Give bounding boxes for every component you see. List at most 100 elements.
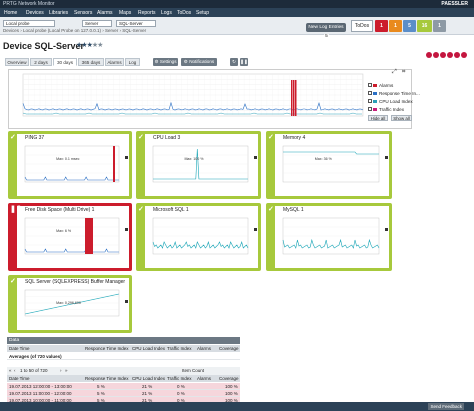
th-traffic[interactable]: Traffic Index xyxy=(167,376,192,381)
sensor-card[interactable]: ❚❚ Free Disk Space (Multi Drive) 1 Max: 6 … xyxy=(8,203,132,271)
status-count-4[interactable]: 1 xyxy=(433,20,446,32)
menu-todos[interactable]: ToDos xyxy=(177,9,192,16)
sensor-select-checkbox[interactable] xyxy=(254,228,257,231)
table-row[interactable]: 19.07.2013 11:00:00 - 12:00:00 5 % 21 % 0 %… xyxy=(7,390,240,397)
sensor-name[interactable]: MySQL 1 xyxy=(283,207,304,213)
sensor-select-checkbox[interactable] xyxy=(125,156,128,159)
history-icon[interactable]: ↻ xyxy=(230,58,238,66)
th-date-time[interactable]: Date Time xyxy=(9,376,30,381)
menu-reports[interactable]: Reports xyxy=(138,9,156,16)
col-coverage[interactable]: Coverage xyxy=(219,346,239,351)
send-feedback-button[interactable]: Send Feedback xyxy=(428,403,464,410)
sensor-select-checkbox[interactable] xyxy=(254,156,257,159)
menu-libraries[interactable]: Libraries xyxy=(49,9,69,16)
sensor-card[interactable]: ✓ SQL Server (SQLEXPRESS) Buffer Manager M… xyxy=(8,275,132,333)
col-alarms[interactable]: Alarms xyxy=(197,346,212,351)
zoom-icon[interactable]: ⤢ xyxy=(392,69,397,75)
tab-overview[interactable]: Overview xyxy=(5,58,29,66)
prev-page-icon[interactable]: ‹ xyxy=(14,368,16,373)
th-cpu-load[interactable]: CPU Load Index xyxy=(132,376,166,381)
next-page-icon[interactable]: › xyxy=(60,368,62,373)
tab-alarms[interactable]: Alarms xyxy=(105,58,124,66)
sensor-graph: Max: 0.1 msec xyxy=(24,145,120,183)
col-cpu-load[interactable]: CPU Load Index xyxy=(132,346,166,351)
action-icon-3[interactable] xyxy=(440,52,446,58)
tab-2-days[interactable]: 2 days xyxy=(30,58,52,66)
notifications-button[interactable]: ⚙ Notifications xyxy=(181,58,217,66)
sensor-card[interactable]: ✓ Microsoft SQL 1 xyxy=(136,203,261,271)
sensor-select-checkbox[interactable] xyxy=(385,156,388,159)
status-count-3[interactable]: 16 xyxy=(417,20,432,32)
star-icon[interactable]: ★ xyxy=(76,42,82,49)
status-count-2[interactable]: 5 xyxy=(403,20,416,32)
probe-select[interactable]: Local probe xyxy=(3,20,55,27)
legend-checkbox[interactable] xyxy=(368,91,372,95)
action-icon-6[interactable] xyxy=(461,52,467,58)
legend-checkbox[interactable] xyxy=(368,107,372,111)
table-row[interactable]: 19.07.2013 12:00:00 - 13:00:00 5 % 21 % 0 %… xyxy=(7,383,240,390)
legend-swatch xyxy=(373,84,377,87)
action-icon-2[interactable] xyxy=(433,52,439,58)
page-title: Device SQL-Server xyxy=(3,41,85,51)
show-all-button[interactable]: Show all xyxy=(391,115,412,121)
sensor-name[interactable]: Memory 4 xyxy=(283,135,306,141)
pagination-range: 1 to 50 of 720 xyxy=(20,368,48,373)
col-response-time[interactable]: Responce Time Index xyxy=(85,346,129,351)
th-response-time[interactable]: Response Time Index xyxy=(85,376,129,381)
action-icon-5[interactable] xyxy=(454,52,460,58)
priority-stars[interactable]: ★★★★★ xyxy=(76,41,103,49)
sensor-name[interactable]: Free Disk Space (Multi Drive) 1 xyxy=(25,207,95,213)
menu-alarms[interactable]: Alarms xyxy=(97,9,113,16)
col-traffic[interactable]: Traffic Index xyxy=(167,346,192,351)
new-log-entries[interactable]: New Log Entries 5 xyxy=(306,23,346,39)
hide-all-button[interactable]: Hide all xyxy=(368,115,388,121)
menu-maps[interactable]: Maps xyxy=(119,9,132,16)
menu-setup[interactable]: Setup xyxy=(196,9,210,16)
sensor-card[interactable]: ✓ MySQL 1 xyxy=(266,203,392,271)
sensor-name[interactable]: Microsoft SQL 1 xyxy=(153,207,189,213)
sensor-graph xyxy=(152,217,249,255)
tab-365-days[interactable]: 365 days xyxy=(78,58,104,66)
status-count-0[interactable]: 1 xyxy=(375,20,388,32)
first-page-icon[interactable]: « xyxy=(9,368,12,373)
sensor-card[interactable]: ✓ CPU Load 3 Max: 100 % xyxy=(136,131,261,199)
last-page-icon[interactable]: » xyxy=(65,368,68,373)
table-cell: 5 % xyxy=(97,384,105,389)
status-count-1[interactable]: 1 xyxy=(389,20,402,32)
th-alarms[interactable]: Alarms xyxy=(197,376,212,381)
star-icon[interactable]: ★ xyxy=(91,42,98,49)
group-select[interactable]: Server xyxy=(82,20,112,27)
sensor-select-checkbox[interactable] xyxy=(125,228,128,231)
sensor-card[interactable]: ✓ PING 37 Max: 0.1 msec xyxy=(8,131,132,199)
menu-devices[interactable]: Devices xyxy=(26,9,44,16)
menu-logs[interactable]: Logs xyxy=(161,9,172,16)
legend-checkbox[interactable] xyxy=(368,83,372,87)
sensor-name[interactable]: PING 37 xyxy=(25,135,45,141)
col-date-time[interactable]: Date Time xyxy=(9,346,30,351)
export-icon[interactable]: ⌗ xyxy=(402,69,406,75)
th-coverage[interactable]: Coverage xyxy=(219,376,239,381)
sensor-name[interactable]: SQL Server (SQLEXPRESS) Buffer Manager xyxy=(25,279,126,285)
menu-sensors[interactable]: Sensors xyxy=(74,9,93,16)
star-icon[interactable]: ★ xyxy=(97,42,103,49)
sensor-select-checkbox[interactable] xyxy=(125,300,128,303)
action-icon-4[interactable] xyxy=(447,52,453,58)
star-icon[interactable]: ★ xyxy=(86,42,93,49)
action-icon-1[interactable] xyxy=(426,52,432,58)
device-select[interactable]: SQL-Server xyxy=(116,20,156,27)
main-menu: Home Devices Libraries Sensors Alarms Ma… xyxy=(0,8,474,17)
legend-label: Traffic Index xyxy=(379,107,405,112)
pause-icon[interactable]: ❚❚ xyxy=(240,58,248,66)
tab-log[interactable]: Log xyxy=(125,58,140,66)
tab-30-days[interactable]: 30 days xyxy=(53,58,77,66)
sensor-select-checkbox[interactable] xyxy=(385,228,388,231)
menu-home[interactable]: Home xyxy=(4,9,18,16)
sensor-graph: Max: 6 % xyxy=(24,217,120,255)
todos-button[interactable]: ToDos xyxy=(351,20,373,32)
star-icon[interactable]: ★ xyxy=(81,42,87,49)
item-count-label[interactable]: Item Count xyxy=(182,368,205,373)
legend-checkbox[interactable] xyxy=(368,99,372,103)
sensor-card[interactable]: ✓ Memory 4 Max: 36 % xyxy=(266,131,392,199)
settings-button[interactable]: ⚙ Settings xyxy=(153,58,178,66)
sensor-name[interactable]: CPU Load 3 xyxy=(153,135,181,141)
